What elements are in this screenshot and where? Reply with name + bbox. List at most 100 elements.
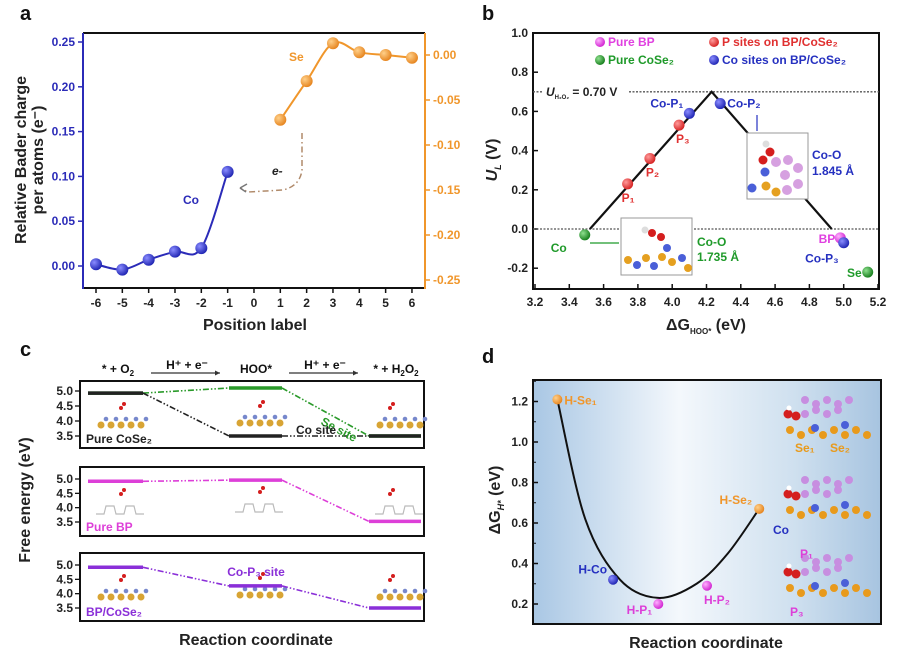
- panel-a-xlabel: Position label: [203, 317, 307, 334]
- electron-label: e-: [272, 164, 283, 178]
- step-1-label: H⁺ + e⁻: [166, 358, 208, 372]
- data-point-co-p1: [683, 107, 695, 119]
- point-label-co-p1: Co-P₁: [650, 96, 683, 110]
- panel-b-xtick-label: 3.6: [595, 295, 612, 309]
- panel-a-xtick-label: -2: [196, 296, 207, 310]
- surface-structure-illustration: [97, 574, 149, 601]
- panel-c-ytick-label: 5.0: [56, 472, 73, 486]
- panel-d-ytick-label: 0.6: [511, 516, 528, 530]
- co-structure-illustration: [624, 226, 692, 272]
- panel-b-xtick-label: 4.0: [664, 295, 681, 309]
- surface-structure-illustration: [235, 486, 283, 513]
- data-point-se: [326, 37, 339, 50]
- inset-co-p2: Co-O 1.845 Å: [746, 115, 854, 200]
- connector-path: [281, 479, 370, 523]
- panel-a-xtick-label: 2: [303, 296, 310, 310]
- panel-b-ytick-label: 0.4: [511, 144, 528, 158]
- panel-a-ytick-right-label: 0.00: [433, 48, 457, 62]
- structure-label-p1: P₁: [800, 547, 813, 561]
- panel-b-xtick-label: 5.2: [870, 295, 887, 309]
- panel-b-label: b: [482, 3, 494, 25]
- catalyst-structure-3: [783, 554, 871, 597]
- structure-label-se1: Se₁: [795, 441, 815, 455]
- inset1-label-line2: 1.735 Å: [697, 249, 739, 264]
- panel-a-xtick-label: -6: [91, 296, 102, 310]
- legend-marker-pure-bp: [595, 37, 605, 47]
- panel-b-xtick-label: 4.6: [767, 295, 784, 309]
- panel-d-label: d: [482, 346, 494, 368]
- co-p2-structure-illustration: [747, 140, 803, 197]
- surface-structure-illustration: [376, 402, 428, 429]
- surface-structure-illustration: [375, 488, 423, 515]
- legend-label-co-sites-on-bp-cose2: Co sites on BP/CoSe₂: [722, 53, 846, 67]
- panel-d-ytick-label: 1.2: [511, 395, 528, 409]
- data-point-h-se1: [552, 394, 563, 405]
- point-label-h-p2: H-P₂: [704, 593, 730, 607]
- panel-b-ytick-label: -0.2: [507, 261, 528, 275]
- panel-a-xtick-label: 4: [356, 296, 363, 310]
- inset2-label-line1: Co-O: [812, 148, 841, 162]
- panel-c-xlabel: Reaction coordinate: [179, 632, 333, 649]
- panel-a-xtick-label: 1: [277, 296, 284, 310]
- panel-a: a -6 -5 -4 -3 -2 -1 0 1 2 3 4 5 6 0.00 0.05 0.10 0.15 0.2…: [13, 3, 461, 334]
- panel-b-ytick-label: 0.6: [511, 104, 528, 118]
- panel-c: c * + O2 HOO* * + H2O2 H⁺ + e⁻ H⁺ + e⁻ 3…: [17, 339, 428, 649]
- panel-b-xlabel: ΔGHOO* (eV): [666, 317, 746, 336]
- data-point-h-co: [608, 574, 619, 585]
- state-3-label: * + H2O2: [373, 362, 419, 378]
- legend-marker-p-sites-on-bp-cose2: [709, 37, 719, 47]
- panel-c-ylabel: Free energy (eV): [17, 437, 34, 562]
- panel-b-xtick-label: 4.4: [732, 295, 749, 309]
- data-point-co-p3: [838, 237, 850, 249]
- panel-b-ytick-label: 0.2: [511, 183, 528, 197]
- panel-a-xtick-label: 5: [382, 296, 389, 310]
- connector-co-site: [142, 392, 230, 437]
- data-point-co: [579, 229, 591, 241]
- panel-a-ytick-left-label: 0.05: [52, 214, 76, 228]
- panel-d-ytick-label: 1.0: [511, 435, 528, 449]
- point-label-p3: P₃: [676, 132, 690, 146]
- subpanel-label: Pure CoSe₂: [86, 432, 152, 446]
- panel-c-ytick-label: 4.5: [56, 399, 73, 413]
- point-label-h-co: H-Co: [578, 563, 607, 577]
- panel-d-ylabel: ΔGH* (eV): [487, 466, 506, 535]
- panel-c-ytick-label: 4.5: [56, 572, 73, 586]
- panel-b-xtick-label: 3.2: [527, 295, 544, 309]
- panel-c-ytick-label: 5.0: [56, 558, 73, 572]
- panel-c-ytick-label: 5.0: [56, 384, 73, 398]
- data-point-co: [142, 253, 155, 266]
- legend-marker-co-sites-on-bp-cose2: [709, 55, 719, 65]
- connector-se-site: [142, 387, 230, 394]
- point-label-p2: P₂: [646, 165, 659, 179]
- panel-c-ytick-label: 4.0: [56, 414, 73, 428]
- structure-label-p3: P₃: [790, 605, 804, 619]
- panel-a-xtick-label: -5: [117, 296, 128, 310]
- electron-transfer-arrow: [239, 133, 303, 193]
- step-2-label: H⁺ + e⁻: [304, 358, 346, 372]
- point-label-h-p1: H-P₁: [627, 603, 653, 617]
- panel-b-xtick-label: 3.8: [630, 295, 647, 309]
- state-1-label: * + O2: [102, 362, 135, 378]
- structure-label-co: Co: [773, 523, 789, 537]
- panel-a-ytick-left-label: 0.20: [52, 80, 76, 94]
- inset2-label-line2: 1.845 Å: [812, 163, 854, 178]
- panel-c-label: c: [20, 339, 31, 361]
- panel-a-xtick-label: -3: [170, 296, 181, 310]
- legend-label-p-sites-on-bp-cose2: P sites on BP/CoSe₂: [722, 35, 838, 49]
- panel-a-ytick-right-label: -0.25: [433, 273, 461, 287]
- panel-c-ytick-label: 3.5: [56, 601, 73, 615]
- series-line-co: [95, 171, 229, 271]
- connector-path: [142, 479, 230, 483]
- panel-d-xlabel: Reaction coordinate: [629, 635, 783, 652]
- arrow-head-icon: [239, 183, 248, 193]
- panel-a-xtick-label: 6: [409, 296, 416, 310]
- data-point-se: [353, 46, 366, 59]
- subpanel-label: Pure BP: [86, 520, 133, 534]
- legend-marker-pure-cose2: [595, 55, 605, 65]
- point-label-h-se2: H-Se₂: [720, 493, 753, 507]
- data-point-h-p1: [653, 599, 664, 609]
- data-point-p2: [644, 152, 656, 164]
- data-point-co: [116, 263, 129, 276]
- site-label-co-p3: Co-P₃ site: [227, 565, 285, 579]
